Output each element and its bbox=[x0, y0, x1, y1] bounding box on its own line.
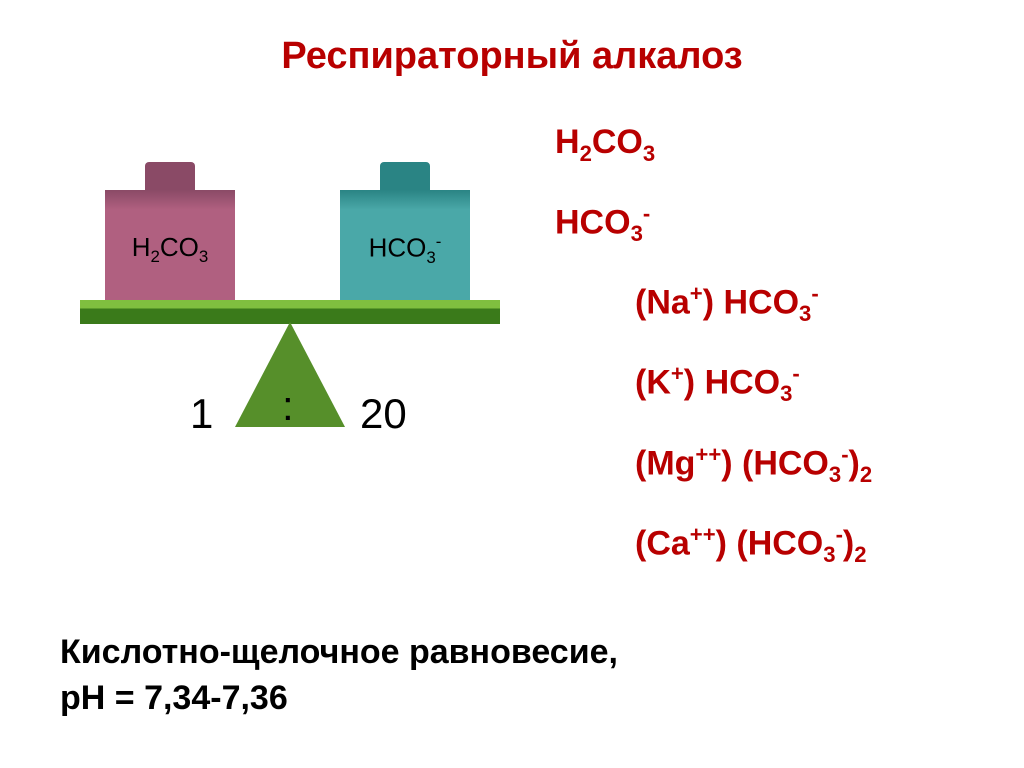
chemical-formula-list: H2CO3 HCO3- (Na+) HCO3- (K+) HCO3- (Mg++) (H… bbox=[555, 125, 995, 604]
chem-formula: (Ca++) (HCO3-)2 bbox=[635, 524, 995, 566]
left-weight-cap bbox=[145, 162, 195, 190]
footer-line-2: рН = 7,34-7,36 bbox=[60, 676, 618, 722]
ratio-left: 1 bbox=[190, 390, 213, 438]
scale-beam bbox=[80, 300, 500, 324]
ratio-colon: : bbox=[282, 382, 294, 430]
chem-formula: (K+) HCO3- bbox=[635, 363, 995, 405]
left-weight: H2CO3 bbox=[105, 190, 235, 300]
chem-formula: (Mg++) (HCO3-)2 bbox=[635, 444, 995, 486]
right-weight-cap bbox=[380, 162, 430, 190]
chem-formula: (Na+) HCO3- bbox=[635, 283, 995, 325]
balance-scale-diagram: H2CO3 HCO3- 1 : 20 bbox=[60, 140, 510, 490]
left-weight-label: H2CO3 bbox=[105, 232, 235, 267]
footer-text: Кислотно-щелочное равновесие, рН = 7,34-… bbox=[60, 630, 618, 722]
ratio-right: 20 bbox=[360, 390, 407, 438]
chem-formula: H2CO3 bbox=[555, 125, 995, 165]
footer-line-1: Кислотно-щелочное равновесие, bbox=[60, 630, 618, 676]
chem-formula: HCO3- bbox=[555, 203, 995, 245]
slide-title: Респираторный алкалоз bbox=[0, 35, 1024, 78]
right-weight-label: HCO3- bbox=[340, 232, 470, 268]
right-weight: HCO3- bbox=[340, 190, 470, 300]
